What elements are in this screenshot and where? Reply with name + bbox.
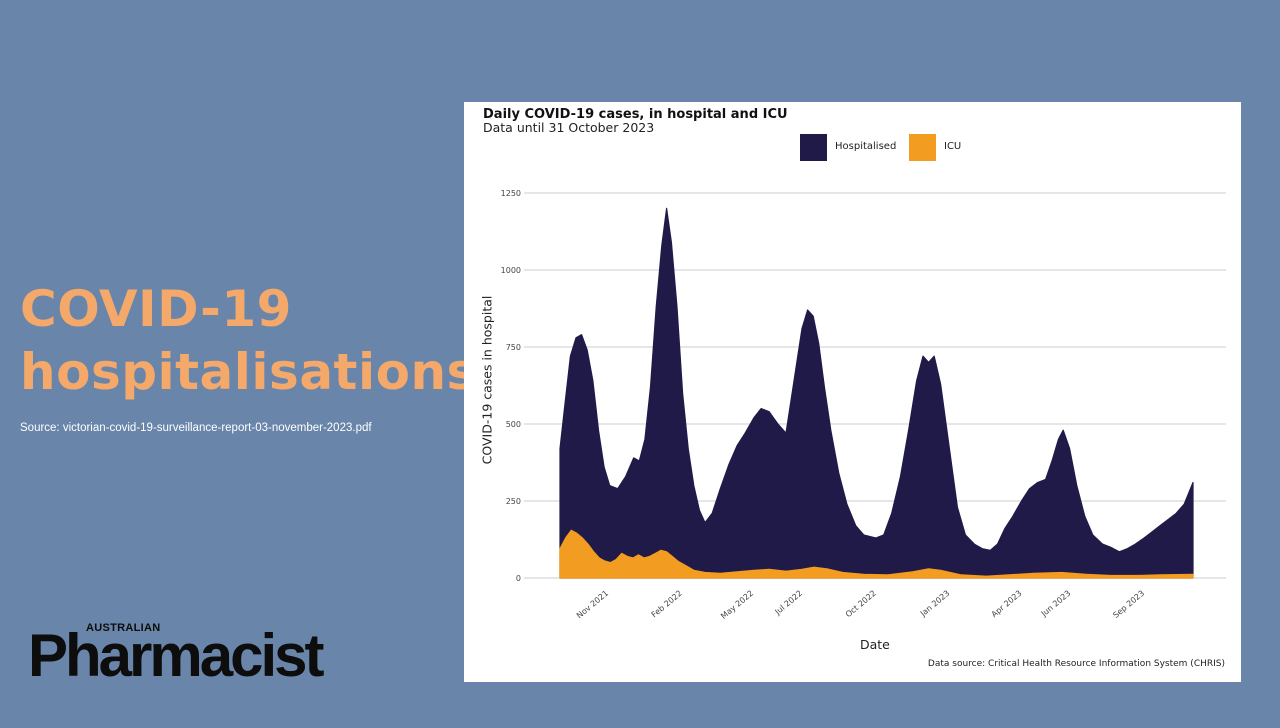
y-tick-label-0: 0 [516, 574, 521, 583]
x-tick-label: Feb 2022 [650, 589, 684, 620]
legend-label-icu: ICU [944, 141, 962, 152]
slide-title-line-1: COVID-19 [20, 280, 292, 338]
x-tick-label: Apr 2023 [990, 589, 1024, 620]
y-tick-label-250: 250 [506, 497, 521, 506]
legend-label-hospitalised: Hospitalised [835, 141, 897, 152]
x-axis-label: Date [860, 637, 890, 652]
chart-panel: 0 250 500 750 1000 1250 Nov 2021 Feb 2022 May 20… [464, 102, 1241, 682]
source-citation: Source: victorian-covid-19-surveillance-… [20, 422, 372, 434]
slide-title: COVID-19 hospitalisations [20, 278, 477, 404]
slide-title-line-2: hospitalisations [20, 343, 477, 401]
chart-title: Daily COVID-19 cases, in hospital and IC… [483, 107, 788, 122]
x-tick-label: Jul 2022 [773, 589, 804, 617]
legend-swatch-hospitalised [800, 134, 827, 161]
x-tick-label: May 2022 [719, 589, 755, 621]
legend-swatch-icu [909, 134, 936, 161]
x-tick-label: Sep 2023 [1111, 589, 1146, 620]
logo-small-text: AUSTRALIAN [86, 622, 161, 634]
logo-big-text: Pharmacist [28, 622, 324, 689]
x-tick-label: Jun 2023 [1039, 589, 1073, 619]
data-source-note: Data source: Critical Health Resource In… [927, 659, 1225, 669]
area-icu [559, 529, 1194, 579]
x-tick-label: Oct 2022 [844, 589, 878, 620]
y-tick-label-1000: 1000 [501, 266, 521, 275]
y-tick-label-1250: 1250 [501, 189, 521, 198]
chart-subtitle: Data until 31 October 2023 [483, 120, 655, 135]
chart-svg: 0 250 500 750 1000 1250 Nov 2021 Feb 2022 May 20… [501, 189, 1226, 621]
area-hospitalised [559, 207, 1194, 579]
y-tick-label-500: 500 [506, 420, 521, 429]
y-tick-label-750: 750 [506, 343, 521, 352]
y-axis-label: COVID-19 cases in hospital [479, 295, 495, 465]
x-tick-label: Jan 2023 [918, 589, 952, 619]
x-tick-label: Nov 2021 [575, 589, 610, 621]
